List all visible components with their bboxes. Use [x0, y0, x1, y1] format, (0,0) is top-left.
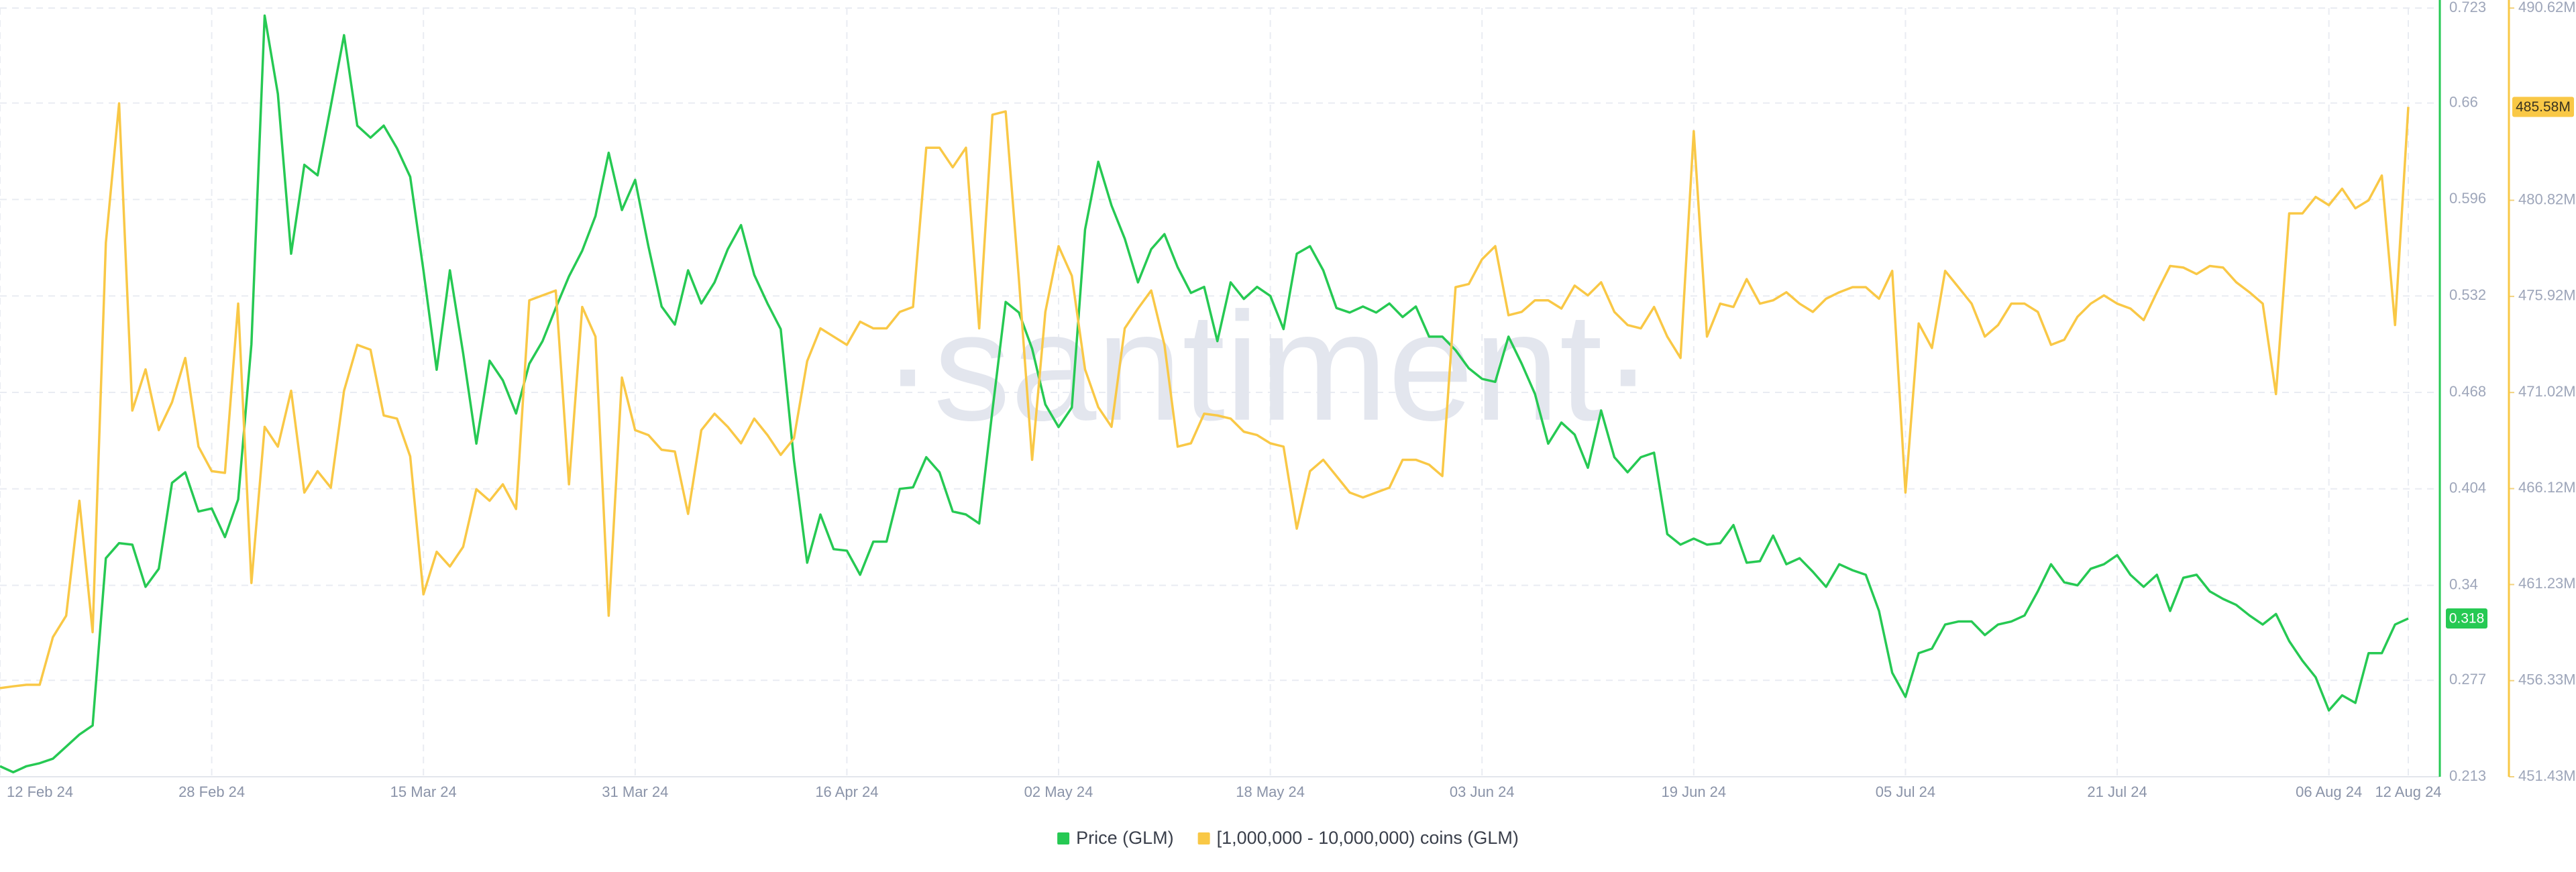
x-tick-label: 19 Jun 24	[1662, 783, 1727, 800]
y-tick-label: 0.213	[2449, 767, 2486, 784]
y-tick-label: 0.532	[2449, 286, 2486, 303]
y2-tick-label: 466.12M	[2518, 479, 2576, 496]
x-tick-label: 15 Mar 24	[390, 783, 457, 800]
y2-tick-label: 490.62M	[2518, 0, 2576, 15]
y2-tick-label: 461.23M	[2518, 575, 2576, 592]
line-series	[0, 102, 2410, 690]
value-tag-label: 0.318	[2449, 611, 2485, 626]
y2-tick-label: 471.02M	[2518, 383, 2576, 400]
x-tick-label: 12 Feb 24	[7, 783, 73, 800]
legend-label: Price (GLM)	[1076, 828, 1174, 848]
x-tick-label: 05 Jul 24	[1876, 783, 1935, 800]
x-tick-label: 16 Apr 24	[815, 783, 878, 800]
x-tick-label: 28 Feb 24	[178, 783, 245, 800]
y-tick-label: 0.404	[2449, 480, 2486, 496]
legend-swatch	[1057, 832, 1070, 844]
x-tick-label: 06 Aug 24	[2296, 783, 2362, 800]
axes: 0.723 0.66 0.596 0.532 0.468 0.404 0.34 0.277 0.…	[0, 0, 2576, 800]
legend-swatch	[1197, 832, 1210, 844]
x-tick-label: 02 May 24	[1024, 783, 1093, 800]
value-tag-label: 485.58M	[2516, 99, 2571, 115]
y-tick-label: 0.723	[2449, 0, 2486, 15]
value-tag	[2512, 97, 2574, 117]
line-series	[0, 14, 2409, 774]
x-tick-label: 31 Mar 24	[602, 783, 668, 800]
legend: Price (GLM) [1,000,000 - 10,000,000) coin…	[1057, 828, 1519, 848]
lines	[0, 14, 2410, 774]
y-tick-label: 0.66	[2449, 93, 2478, 110]
y-tick-label: 0.468	[2449, 383, 2486, 400]
x-tick-label: 12 Aug 24	[2375, 783, 2441, 800]
y2-tick-label: 480.82M	[2518, 190, 2576, 207]
x-tick-label: 03 Jun 24	[1450, 783, 1515, 800]
y2-tick-label: 451.43M	[2518, 767, 2576, 784]
y2-tick-label: 456.33M	[2518, 671, 2576, 688]
y-tick-label: 0.34	[2449, 576, 2478, 592]
x-tick-label: 21 Jul 24	[2087, 783, 2147, 800]
value-tag	[2446, 608, 2487, 629]
y-tick-label: 0.277	[2449, 671, 2486, 688]
x-tick-label: 18 May 24	[1236, 783, 1305, 800]
y-tick-label: 0.596	[2449, 190, 2486, 207]
legend-label: [1,000,000 - 10,000,000) coins (GLM)	[1217, 828, 1519, 848]
y2-tick-label: 475.92M	[2518, 287, 2576, 304]
